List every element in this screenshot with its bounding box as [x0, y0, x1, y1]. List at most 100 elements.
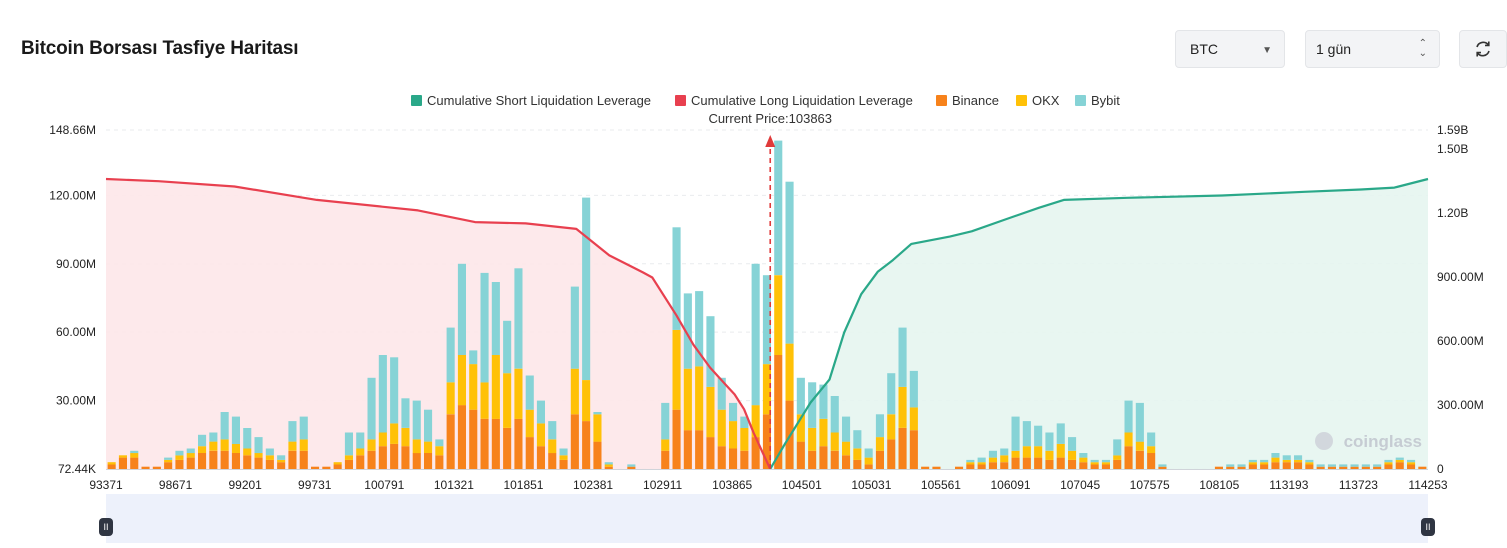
bybit-bar [740, 416, 749, 428]
bybit-bar [1316, 464, 1325, 467]
bybit-bar [909, 370, 918, 408]
binance-bar [1316, 466, 1325, 469]
bybit-bar [356, 432, 365, 449]
bybit-bar [1090, 459, 1099, 463]
binance-bar [209, 450, 218, 469]
okx-bar [977, 462, 986, 465]
binance-bar [932, 466, 941, 469]
okx-bar [130, 453, 139, 458]
binance-bar [220, 450, 229, 469]
bybit-bar [796, 377, 805, 415]
slider-right-handle[interactable]: II [1421, 518, 1435, 536]
bybit-bar [1022, 421, 1031, 447]
binance-bar [1384, 464, 1393, 469]
legend-item-bybit: Bybit [1091, 93, 1120, 108]
okx-bar [819, 418, 828, 447]
bybit-bar [231, 416, 240, 444]
bybit-bar [762, 275, 771, 365]
okx-bar [435, 446, 444, 456]
okx-bar [1034, 446, 1043, 458]
bybit-bar [1034, 425, 1043, 447]
binance-bar [243, 455, 252, 469]
bybit-bar [503, 320, 512, 374]
okx-bar [378, 432, 387, 447]
binance-bar [333, 464, 342, 469]
okx-bar [1395, 459, 1404, 463]
range-select[interactable]: 1 gün ⌃ ⌄ [1305, 30, 1440, 68]
bybit-bar [627, 464, 636, 467]
binance-bar [559, 459, 568, 469]
binance-bar [1090, 464, 1099, 469]
okx-bar [186, 453, 195, 458]
bybit-bar [842, 416, 851, 442]
binance-bar [548, 453, 557, 469]
okx-bar [265, 455, 274, 460]
bybit-bar [582, 197, 591, 380]
slider-left-handle[interactable]: II [99, 518, 113, 536]
binance-bar [152, 466, 161, 469]
binance-bar [1248, 464, 1257, 469]
binance-bar [955, 466, 964, 469]
range-slider[interactable] [106, 494, 1428, 543]
updown-icon: ⌃ ⌄ [1418, 38, 1427, 59]
coin-select[interactable]: BTC ▼ [1175, 30, 1285, 68]
binance-bar [1011, 457, 1020, 469]
okx-bar [887, 414, 896, 440]
binance-bar [898, 428, 907, 469]
okx-bar [424, 441, 433, 453]
liquidation-chart-svg: 72.44K 30.00M 60.00M 90.00M 120.00M 148.66M 0 3… [49, 93, 1483, 492]
bybit-bar [367, 377, 376, 440]
binance-bar [322, 466, 331, 469]
okx-bar [1022, 446, 1031, 458]
binance-bar [1294, 462, 1303, 469]
bybit-bar [1339, 464, 1348, 467]
binance-bar [582, 421, 591, 469]
y-left-tick: 120.00M [49, 188, 96, 202]
legend-swatch-short [411, 95, 422, 106]
bybit-bar [548, 421, 557, 440]
short-area [770, 179, 1428, 469]
bybit-bar [1000, 448, 1009, 456]
legend-swatch-binance [936, 95, 947, 106]
y-right-tick: 1.20B [1437, 206, 1468, 220]
x-tick: 102381 [573, 478, 613, 492]
bybit-bar [898, 327, 907, 387]
binance-bar [774, 355, 783, 469]
binance-bar [1068, 459, 1077, 469]
y-right-tick: 1.59B [1437, 123, 1468, 137]
binance-bar [1339, 466, 1348, 469]
binance-bar [988, 462, 997, 469]
binance-bar [107, 464, 116, 469]
refresh-button[interactable] [1459, 30, 1507, 68]
binance-bar [118, 457, 127, 469]
bybit-bar [853, 430, 862, 449]
binance-bar [1373, 466, 1382, 469]
coin-select-value: BTC [1190, 41, 1218, 57]
binance-bar [1034, 457, 1043, 469]
bybit-bar [175, 450, 184, 456]
binance-bar [1022, 457, 1031, 469]
okx-bar [1407, 462, 1416, 465]
bybit-bar [977, 457, 986, 463]
bybit-bar [1373, 464, 1382, 467]
okx-bar [1305, 462, 1314, 465]
okx-bar [491, 355, 500, 419]
okx-bar [1079, 457, 1088, 463]
okx-bar [1260, 462, 1269, 465]
binance-bar [536, 446, 545, 469]
binance-bar [751, 437, 760, 469]
binance-bar [141, 466, 150, 469]
bybit-bar [1271, 453, 1280, 458]
caret-down-icon: ▼ [1262, 45, 1272, 56]
binance-bar [717, 446, 726, 469]
okx-bar [717, 409, 726, 447]
okx-bar [706, 386, 715, 438]
bybit-bar [469, 350, 478, 365]
okx-bar [1000, 455, 1009, 463]
okx-bar [412, 439, 421, 454]
binance-bar [909, 430, 918, 469]
bybit-bar [344, 432, 353, 456]
binance-bar [966, 464, 975, 469]
okx-bar [593, 414, 602, 442]
okx-bar [830, 432, 839, 451]
